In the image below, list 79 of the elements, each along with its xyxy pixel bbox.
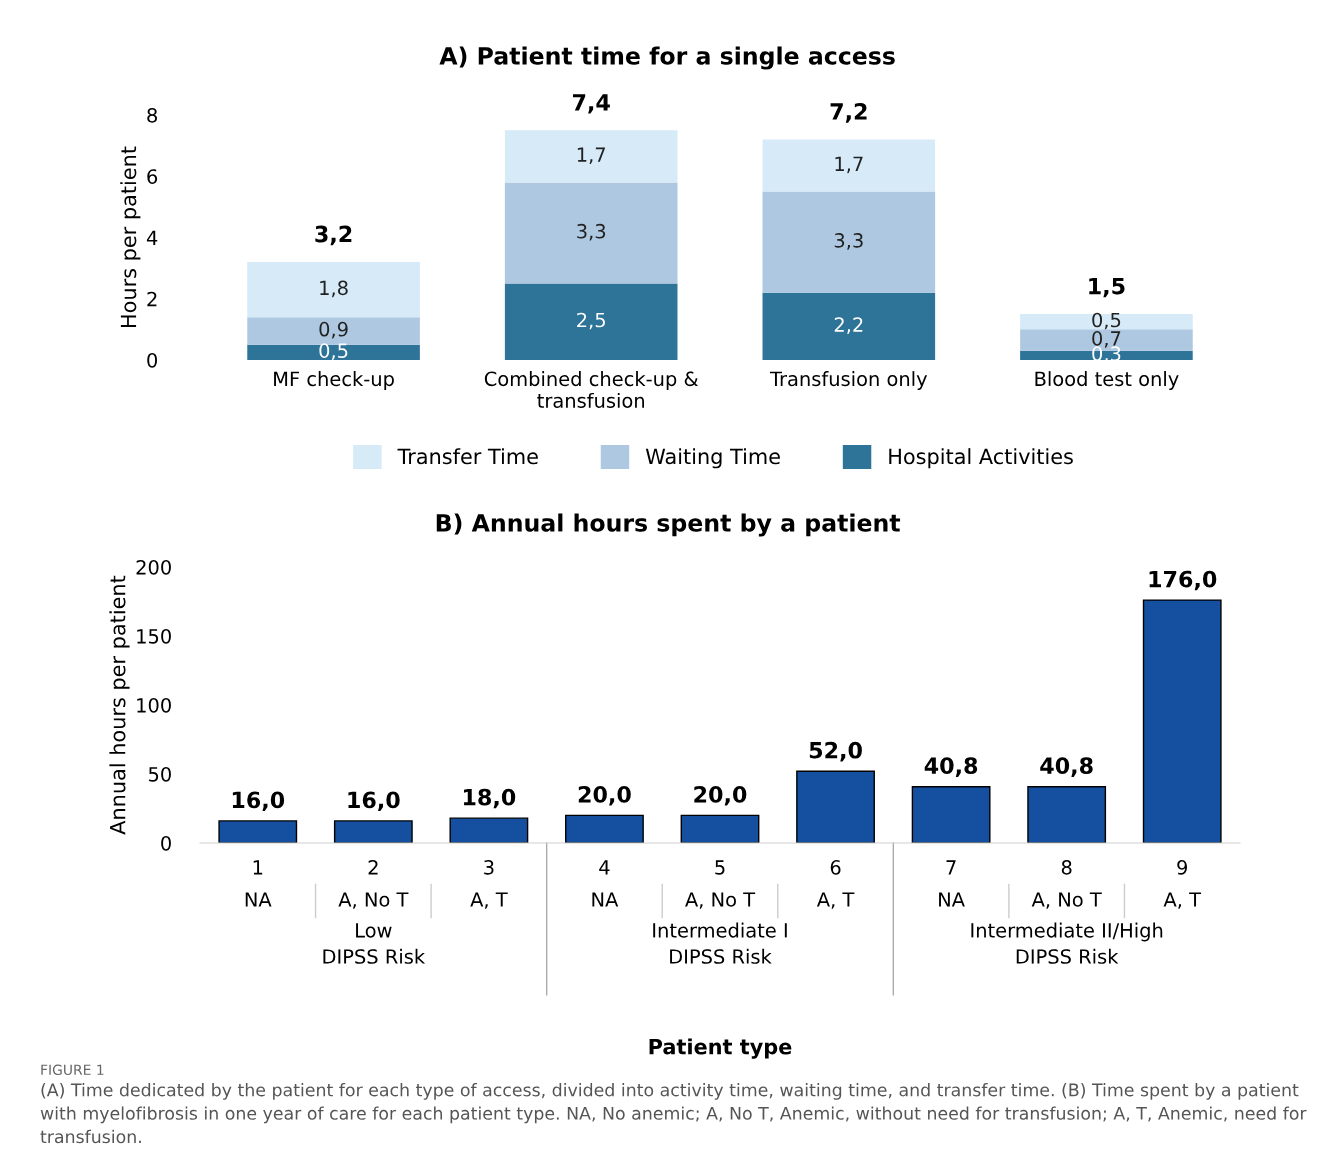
data-label: 176,0: [1149, 570, 1217, 591]
x-tick-label: MF check-up: [274, 371, 394, 390]
bar: [1142, 599, 1222, 843]
x-tick-label: 5 A, No T: [685, 860, 756, 909]
data-label: 2,2: [834, 317, 863, 334]
data-label: 16,0: [232, 791, 285, 812]
text: (A) Time dedicated by the patient for each type of access, divided into activity time, waiting time, and transfer time. (B) Time spent by a patient with myelofibrosis in one year of care for each patient type. NA, No anemic; A, No T, Anemic, without need for transfusion; A, T, Anemic, need for transfusion.: [40, 1083, 1307, 1144]
bar: [762, 191, 936, 293]
total-label: 7,4: [573, 94, 610, 114]
y-tick-label: 0: [147, 352, 158, 368]
data-label: 16,0: [348, 791, 400, 812]
bar: [247, 344, 420, 360]
bar: [762, 139, 936, 192]
bar: [333, 820, 413, 843]
text: Low DIPSS Risk: [323, 923, 426, 964]
bar: [796, 770, 875, 843]
data-label: 1,7: [835, 156, 863, 174]
data-label: 20,0: [578, 785, 631, 806]
x-tick-label: 1 NA: [245, 860, 272, 907]
bar: [911, 786, 991, 843]
data-label: 2,5: [577, 312, 605, 330]
x-axis-title: Patient type: [649, 1038, 792, 1059]
data-label: 1,7: [577, 147, 605, 164]
bar: [218, 820, 298, 843]
y-tick-label: 4: [146, 230, 158, 245]
caption: FIGURE 1: [41, 1064, 104, 1076]
text: Intermediate I DIPSS Risk: [653, 922, 787, 964]
y-tick-label: 8: [147, 107, 157, 123]
total-label: 3,2: [315, 225, 352, 246]
x-tick-label: Blood test only: [1035, 371, 1179, 390]
bar: [504, 283, 678, 360]
y-axis-title: Annual hours per patient: [109, 575, 130, 835]
y-tick-label: 100: [137, 697, 171, 713]
legend-label: Transfer Time: [397, 448, 538, 465]
bar: [1027, 786, 1107, 843]
bar: [504, 130, 678, 183]
legend-label: Hospital Activities: [889, 448, 1073, 469]
chart-title: A) Patient time for a single access: [439, 46, 895, 70]
data-label: 20,0: [694, 785, 747, 806]
y-tick-label: 0: [161, 835, 171, 851]
bar: [565, 814, 644, 843]
x-tick-label: 8 A, No T: [1031, 860, 1102, 909]
x-tick-label: 2 A, No T: [338, 860, 409, 909]
data-label: 52,0: [809, 741, 862, 762]
x-tick-label: 3 A, T: [470, 860, 508, 909]
bar: [762, 292, 936, 360]
y-tick-label: 6: [147, 169, 158, 184]
x-tick-label: 9 A, T: [1163, 860, 1202, 909]
text: Intermediate II/High DIPSS Risk: [971, 922, 1163, 964]
bar: [247, 262, 420, 318]
data-label: 0,5: [1092, 312, 1121, 330]
chart-title: B) Annual hours spent by a patient: [436, 513, 901, 537]
data-label: 0,5: [319, 343, 348, 360]
data-label: 3,3: [577, 223, 606, 241]
y-tick-label: 200: [136, 559, 171, 575]
bar: [247, 317, 420, 345]
y-tick-label: 150: [137, 628, 171, 644]
x-tick-label: 6 A, T: [816, 860, 855, 909]
y-tick-label: 50: [148, 766, 171, 782]
data-label: 40,8: [1040, 757, 1093, 777]
y-axis-title: Hours per patient: [120, 146, 141, 327]
bar: [504, 182, 678, 284]
data-label: 0,9: [319, 321, 348, 339]
x-tick-label: 4 NA: [592, 860, 619, 907]
legend-label: Waiting Time: [645, 448, 780, 469]
data-label: 1,8: [320, 280, 348, 298]
data-label: 3,3: [834, 233, 863, 250]
total-label: 1,5: [1089, 277, 1125, 298]
data-label: 40,8: [924, 757, 978, 777]
bar: [449, 817, 529, 843]
x-tick-label: Combined check-up & transfusion: [484, 371, 699, 408]
bar: [680, 814, 760, 843]
x-tick-label: 7 NA: [939, 860, 965, 907]
data-label: 0,7: [1092, 331, 1121, 348]
y-tick-label: 2: [147, 291, 157, 307]
data-label: 18,0: [463, 788, 516, 809]
total-label: 7,2: [830, 103, 867, 123]
bar: [1020, 314, 1193, 330]
x-tick-label: Transfusion only: [769, 371, 928, 390]
